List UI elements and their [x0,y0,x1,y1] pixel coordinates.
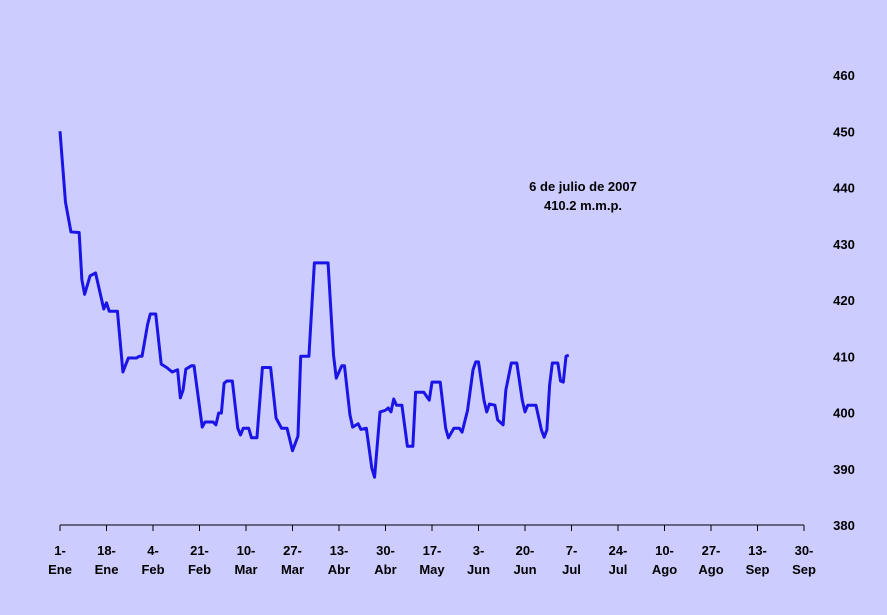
y-tick-label: 460 [833,68,855,83]
x-tick-label: 27-Ago [698,543,723,577]
y-tick-label: 440 [833,181,855,196]
x-tick-label: 7-Jul [562,543,581,577]
x-tick-label: 30-Abr [374,543,396,577]
x-tick-label: 20-Jun [513,543,536,577]
x-tick-label: 4-Feb [141,543,164,577]
y-tick-label: 450 [833,124,855,139]
x-tick-label: 10-Mar [234,543,257,577]
x-tick-label: 17-May [419,543,445,577]
x-tick-label: 13-Sep [746,543,770,577]
y-tick-label: 390 [833,462,855,477]
x-tick-label: 13-Abr [328,543,350,577]
annotation: 6 de julio de 2007 [529,179,637,194]
x-tick-label: 27-Mar [281,543,304,577]
x-tick-label: 30-Sep [792,543,816,577]
y-tick-label: 380 [833,518,855,533]
y-tick-label: 410 [833,349,855,364]
y-tick-label: 400 [833,406,855,421]
y-tick-label: 420 [833,293,855,308]
x-tick-label: 21-Feb [188,543,211,577]
x-tick-label: 10-Ago [652,543,677,577]
annotation: 410.2 m.m.p. [544,198,622,213]
x-tick-label: 24-Jul [609,543,628,577]
x-tick-label: 3-Jun [467,543,490,577]
series-line [58,131,570,479]
y-tick-label: 430 [833,237,855,252]
x-tick-label: 18-Ene [95,543,119,577]
x-tick-label: 1-Ene [48,543,72,577]
